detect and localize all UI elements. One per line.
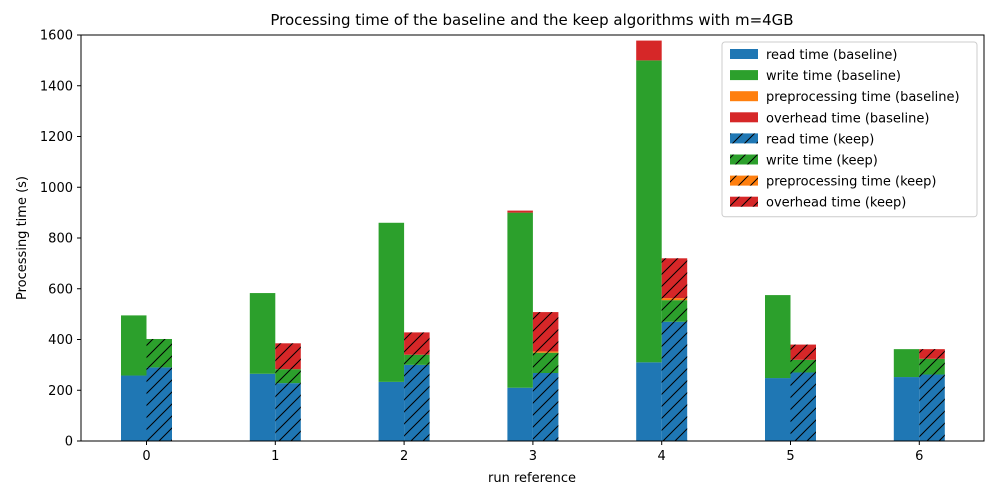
bar-hatch [790,344,816,360]
bar-segment [121,375,147,441]
bars-layer [121,40,945,441]
legend-swatch [730,49,758,59]
axes-layer: 0 200 400 600 800 1000 1200 1400 1600 0 1 2 3 4 5 6 [40,29,985,464]
bar-hatch [661,298,688,301]
y-axis-label: Processing time (s) [15,176,30,300]
x-tick-label: 0 [142,449,150,464]
legend-swatch [730,70,758,81]
legend-label: write time (keep) [766,154,878,169]
legend-swatch-hatch [730,196,758,207]
bar-segment [765,378,791,441]
bar-segment [636,60,662,363]
bar-segment [507,212,533,388]
legend-label: overhead time (keep) [766,196,906,211]
bar-segment [636,362,662,441]
bar-segment [378,381,405,441]
bar-segment [507,387,533,441]
bar-hatch [919,349,945,359]
y-tick-label: 1600 [40,29,73,44]
bar-hatch [146,338,172,368]
legend-swatch [730,91,758,102]
bar-hatch [532,351,559,353]
chart-title: Processing time of the baseline and the … [270,11,793,29]
legend-swatch-hatch [730,154,758,165]
legend-swatch-hatch [730,175,758,186]
bar-hatch [661,258,688,299]
legend-label: read time (keep) [766,132,874,147]
bar-hatch [404,354,430,365]
bar-hatch [790,372,816,441]
bar-segment [249,373,276,441]
bar-hatch [146,367,172,441]
legend-label: read time (baseline) [766,48,898,63]
legend-label: write time (baseline) [766,69,901,84]
legend-swatch-hatch [730,133,758,144]
bar-segment [893,349,920,378]
bar-hatch [919,374,945,441]
bar-hatch [275,343,301,370]
y-tick-label: 600 [48,282,73,297]
legend-label: preprocessing time (keep) [766,175,936,190]
x-tick-label: 2 [400,449,408,464]
legend-box [721,41,978,218]
y-tick-label: 800 [48,232,73,247]
legend-label: overhead time (baseline) [766,111,929,126]
bar-segment [765,295,791,379]
x-tick-label: 1 [271,449,279,464]
bar-segment [893,377,920,441]
y-tick-label: 1200 [40,130,73,145]
x-axis-label: run reference [488,471,576,486]
bar-segment [378,222,405,382]
bar-hatch [532,312,559,352]
bar-hatch [919,358,945,375]
bar-hatch [404,332,430,355]
y-tick-label: 1000 [40,181,73,196]
bar-hatch [532,372,559,441]
y-tick-label: 400 [48,333,73,348]
x-tick-label: 6 [915,449,923,464]
bar-hatch [532,352,559,373]
bar-hatch [790,359,816,373]
x-tick-label: 5 [786,449,794,464]
y-tick-label: 200 [48,384,73,399]
bar-segment [249,293,276,374]
bar-segment [121,315,147,376]
legend-label: preprocessing time (baseline) [766,90,960,105]
x-tick-label: 3 [529,449,537,464]
bar-hatch [661,300,688,322]
bar-hatch [275,369,301,384]
bar-hatch [661,321,688,441]
x-tick-label: 4 [658,449,666,464]
bar-segment [636,40,662,61]
bar-hatch [404,364,430,441]
bar-segment [507,210,533,213]
legend: read time (baseline) write time (baseline… [721,41,978,218]
bar-hatch [275,383,301,441]
y-tick-label: 1400 [40,79,73,94]
legend-swatch [730,112,758,123]
y-tick-label: 0 [65,435,73,450]
